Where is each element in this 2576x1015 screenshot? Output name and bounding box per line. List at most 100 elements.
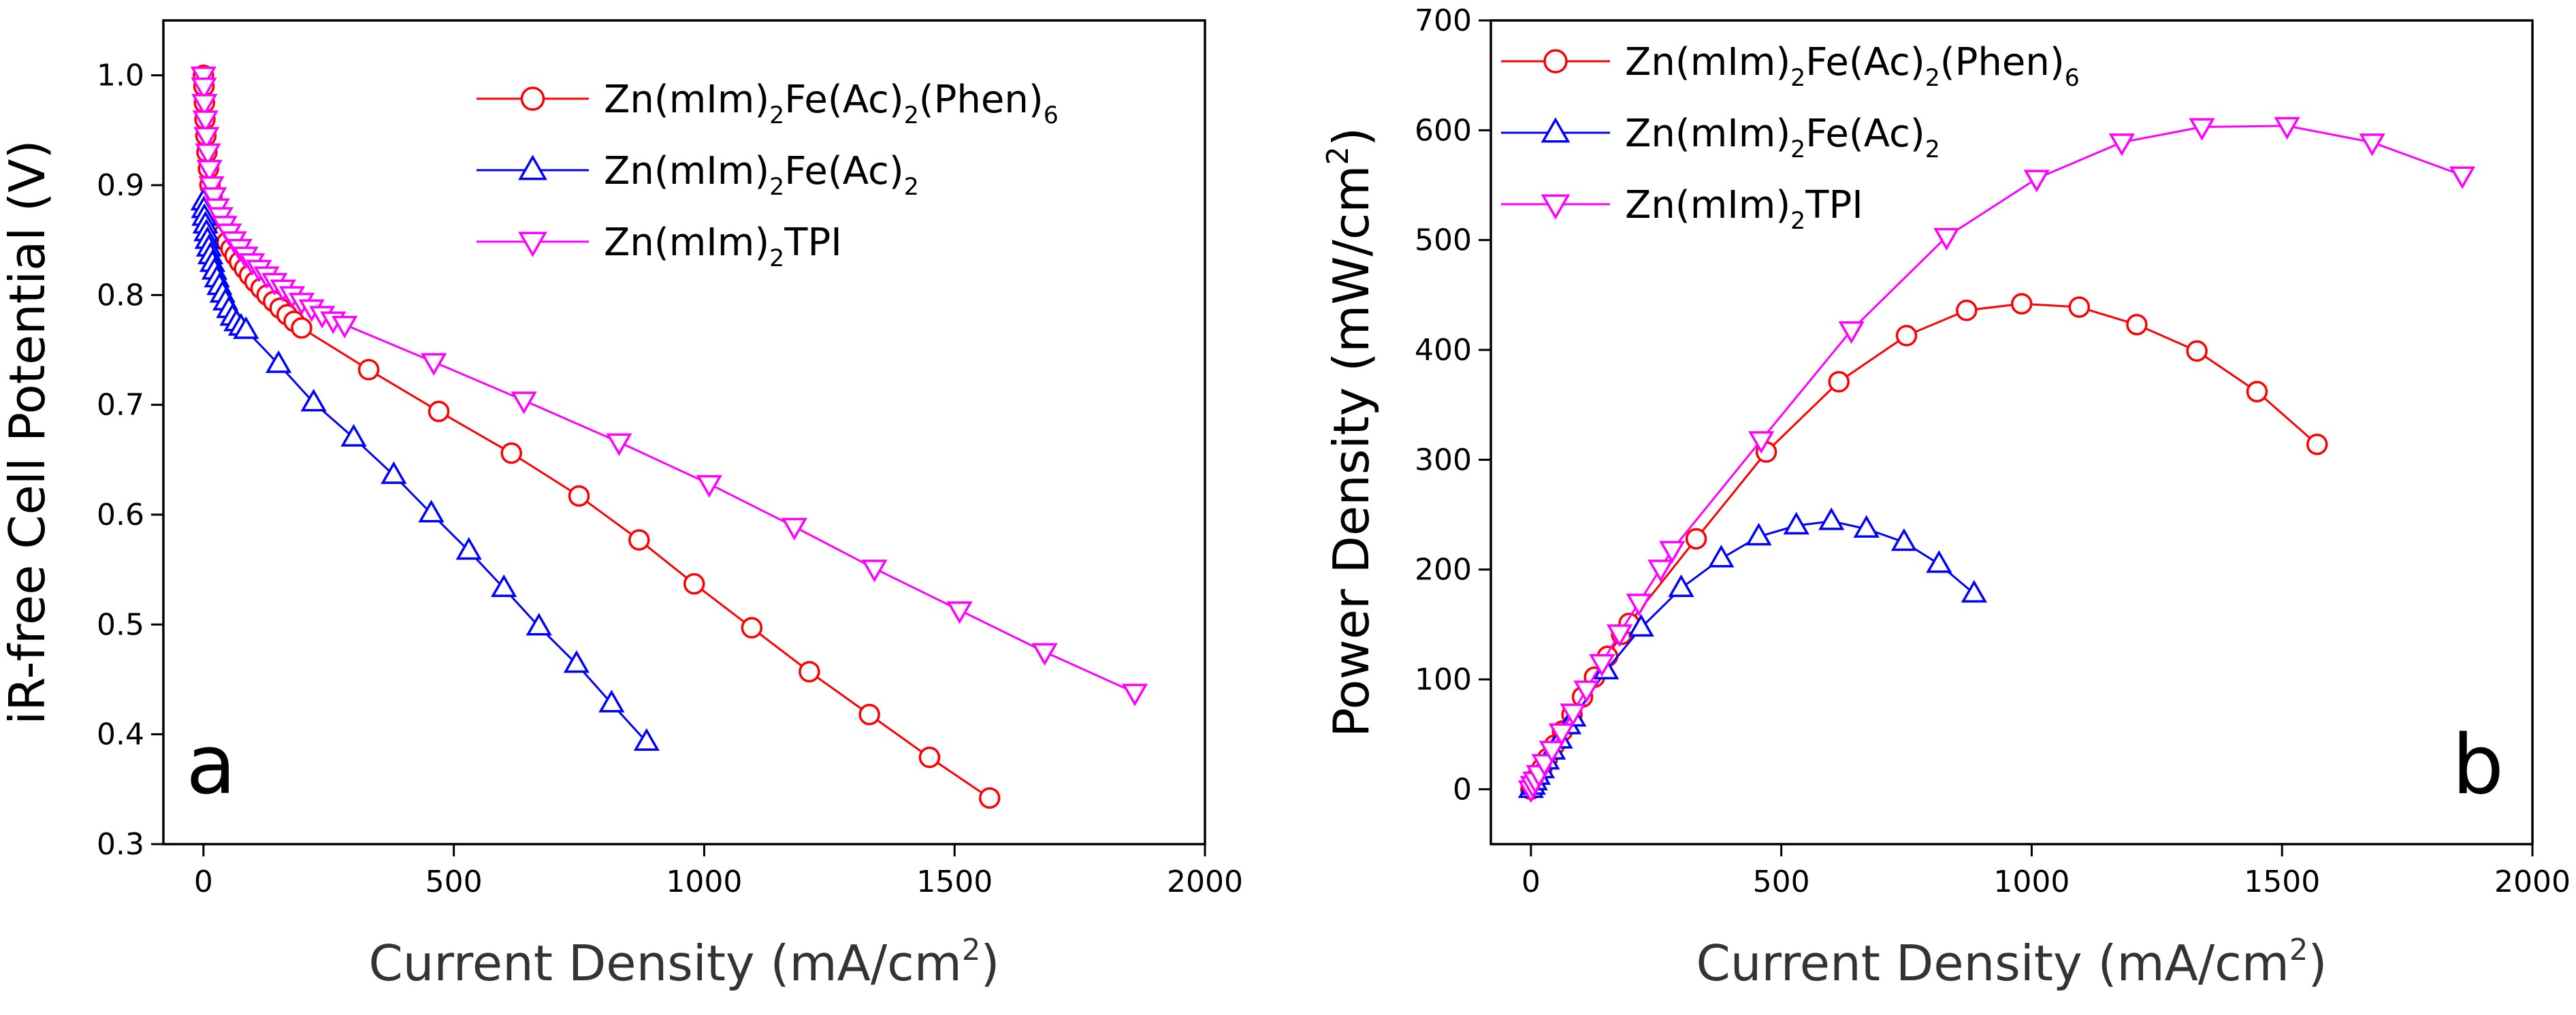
y-axis-label: iR-free Cell Potential (V) [0, 140, 56, 724]
data-point [511, 391, 537, 415]
y-tick-label: 600 [1415, 113, 1472, 148]
y-tick-label: 0.8 [97, 278, 144, 312]
data-point [1838, 321, 1865, 344]
data-point [2189, 118, 2215, 141]
y-tick-label: 400 [1415, 333, 1472, 368]
data-point [1708, 545, 1735, 568]
data-point [381, 461, 407, 484]
legend-entry: Zn(mIm)2Fe(Ac)2(Phen)6 [1501, 40, 2080, 92]
data-point [421, 353, 447, 376]
data-point [1121, 683, 1148, 707]
y-axis-label-text: iR-free Cell Potential (V) [0, 140, 56, 724]
x-tick-label: 2000 [2494, 865, 2571, 899]
x-tick-label: 1000 [1993, 865, 2070, 899]
y-axis-label-sup: 2 [1321, 146, 1355, 165]
data-point [1828, 371, 1850, 393]
data-point [918, 746, 941, 769]
y-tick-label: 0.3 [97, 827, 144, 862]
legend-text: Zn(mIm) [604, 221, 769, 265]
data-point [265, 350, 292, 373]
legend-text: Zn(mIm) [1625, 40, 1790, 84]
legend-subscript: 2 [769, 245, 784, 272]
data-point [568, 485, 590, 507]
legend-label: Zn(mIm)2Fe(Ac)2(Phen)6 [1625, 40, 2080, 92]
data-point [196, 159, 223, 183]
data-point [233, 316, 259, 339]
legend-text: Fe(Ac) [784, 78, 903, 122]
data-point [1659, 541, 1686, 564]
y-tick-label: 0.5 [97, 607, 144, 642]
legend-text: Fe(Ac) [1805, 40, 1925, 84]
y-tick-label: 0.4 [97, 718, 144, 752]
data-point [1626, 594, 1652, 617]
legend-subscript: 2 [769, 174, 784, 201]
y-tick-label: 0.9 [97, 168, 144, 203]
data-point [858, 703, 880, 726]
legend-entry: Zn(mIm)2TPI [477, 221, 842, 272]
legend-marker [518, 231, 547, 257]
data-point [1685, 528, 1707, 550]
x-tick-label: 500 [425, 865, 483, 899]
legend-subscript: 2 [1925, 136, 1940, 163]
x-axis-label: Current Density (mA/cm2) [1696, 933, 2328, 992]
data-point [2246, 381, 2268, 403]
data-point [332, 315, 358, 339]
legend-label: Zn(mIm)2Fe(Ac)2 [604, 149, 919, 201]
data-point [195, 143, 221, 166]
legend-entry: Zn(mIm)2TPI [1501, 183, 1863, 235]
x-tick-label: 0 [194, 865, 213, 899]
data-point [455, 536, 482, 560]
y-tick-label: 200 [1415, 553, 1472, 587]
legend-text: (Phen) [919, 78, 1044, 122]
data-point [1573, 680, 1600, 703]
legend-subscript: 2 [1790, 65, 1805, 92]
legend-subscript: 2 [1925, 65, 1940, 92]
data-point [1589, 654, 1615, 677]
legend-label: Zn(mIm)2Fe(Ac)2(Phen)6 [604, 78, 1059, 129]
data-point [1961, 579, 1987, 603]
panel-b: 0 500 1000 1500 2000 0 100 200 300 400 500 600 700 Cu… [1321, 3, 2571, 992]
data-point [190, 66, 216, 89]
y-tick-label: 1.0 [97, 59, 144, 93]
x-axis-label: Current Density (mA/cm2) [369, 933, 1000, 992]
data-point [291, 317, 312, 339]
data-point [1560, 703, 1586, 726]
legend-marker [518, 155, 547, 180]
y-tick-label: 700 [1415, 3, 1472, 38]
legend-entry: Zn(mIm)2Fe(Ac)2(Phen)6 [477, 78, 1059, 129]
data-point [1783, 511, 1809, 535]
legend-text: Zn(mIm) [1625, 183, 1790, 227]
legend-text: Zn(mIm) [604, 78, 769, 122]
x-axis-label-text: Current Density (mA/cm [1696, 935, 2289, 992]
data-point [201, 187, 227, 210]
y-tick-label: 0 [1453, 772, 1472, 807]
legend-text: Fe(Ac) [1805, 112, 1925, 156]
data-point [1890, 528, 1917, 551]
x-tick-label: 1000 [666, 865, 742, 899]
x-axis-label-sup: 2 [962, 933, 980, 967]
data-point [491, 574, 517, 598]
legend-subscript: 2 [904, 174, 919, 201]
data-point [946, 601, 973, 624]
data-point [340, 423, 367, 447]
data-point [428, 400, 450, 423]
legend-marker [520, 86, 545, 111]
data-point [606, 433, 632, 456]
data-point [1748, 431, 1775, 454]
y-tick-label: 0.6 [97, 498, 144, 532]
x-tick-label: 0 [1522, 865, 1541, 899]
data-point [1647, 560, 1674, 583]
data-point [628, 529, 650, 551]
data-point [1628, 613, 1654, 637]
legend-subscript: 2 [1790, 208, 1805, 235]
panel-a: 0 500 1000 1500 2000 0.3 0.4 0.5 0.6 0.7 0.8 0.9 1.0… [0, 19, 1243, 992]
legend-marker [1541, 194, 1571, 220]
legend-entry: Zn(mIm)2Fe(Ac)2 [1501, 112, 1940, 163]
data-point [1668, 574, 1694, 598]
data-point [1895, 325, 1918, 347]
data-point [300, 389, 327, 412]
data-point [696, 474, 722, 498]
data-point [2274, 116, 2300, 140]
